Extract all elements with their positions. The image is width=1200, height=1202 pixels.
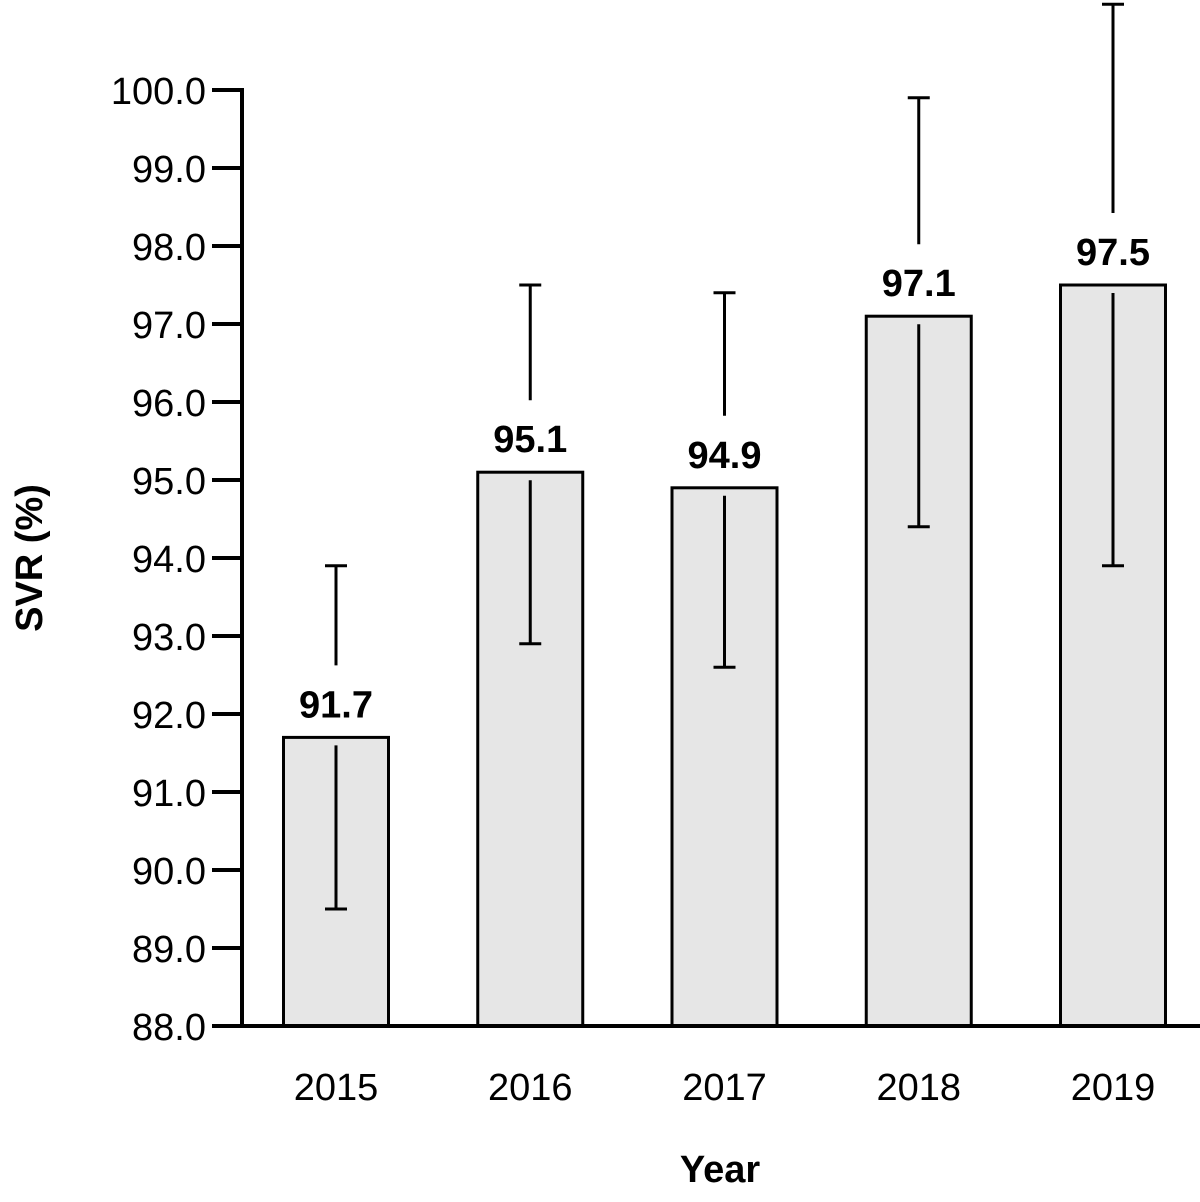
data-label-2016: 95.1 xyxy=(493,419,567,461)
y-tick-label: 95.0 xyxy=(132,461,206,503)
data-label-2019: 97.5 xyxy=(1076,232,1150,274)
y-tick-label: 91.0 xyxy=(132,773,206,815)
data-label-2017: 94.9 xyxy=(688,435,762,477)
x-tick-label: 2018 xyxy=(876,1067,961,1109)
error-bars-layer xyxy=(325,2,1124,911)
x-tick-label: 2015 xyxy=(294,1067,379,1109)
y-tick-label: 90.0 xyxy=(132,851,206,893)
x-ticks-layer: 2015 2016 2017 2018 2019 xyxy=(294,1067,1156,1109)
y-tick-label: 93.0 xyxy=(132,617,206,659)
data-label-2015: 91.7 xyxy=(299,684,373,726)
bar-2018 xyxy=(864,314,973,1028)
x-tick-label: 2019 xyxy=(1071,1067,1156,1109)
y-ticks-layer: 88.0 89.0 90.0 91.0 92.0 93.0 94.0 95.0 96.0 97.0… xyxy=(111,71,242,1049)
x-tick-label: 2017 xyxy=(682,1067,767,1109)
y-tick-label: 96.0 xyxy=(132,383,206,425)
x-axis-title: Year xyxy=(680,1149,761,1191)
data-label-2018: 97.1 xyxy=(882,263,956,305)
data-labels-layer: 91.7 95.1 94.9 97.1 97.5 xyxy=(299,232,1150,726)
y-axis-title: SVR (%) xyxy=(9,484,51,632)
y-tick-label: 100.0 xyxy=(111,71,206,113)
y-tick-label: 88.0 xyxy=(132,1007,206,1049)
y-tick-label: 92.0 xyxy=(132,695,206,737)
y-tick-label: 98.0 xyxy=(132,227,206,269)
x-tick-label: 2016 xyxy=(488,1067,573,1109)
y-tick-label: 89.0 xyxy=(132,929,206,971)
y-tick-label: 97.0 xyxy=(132,305,206,347)
y-tick-label: 99.0 xyxy=(132,149,206,191)
y-tick-label: 94.0 xyxy=(132,539,206,581)
